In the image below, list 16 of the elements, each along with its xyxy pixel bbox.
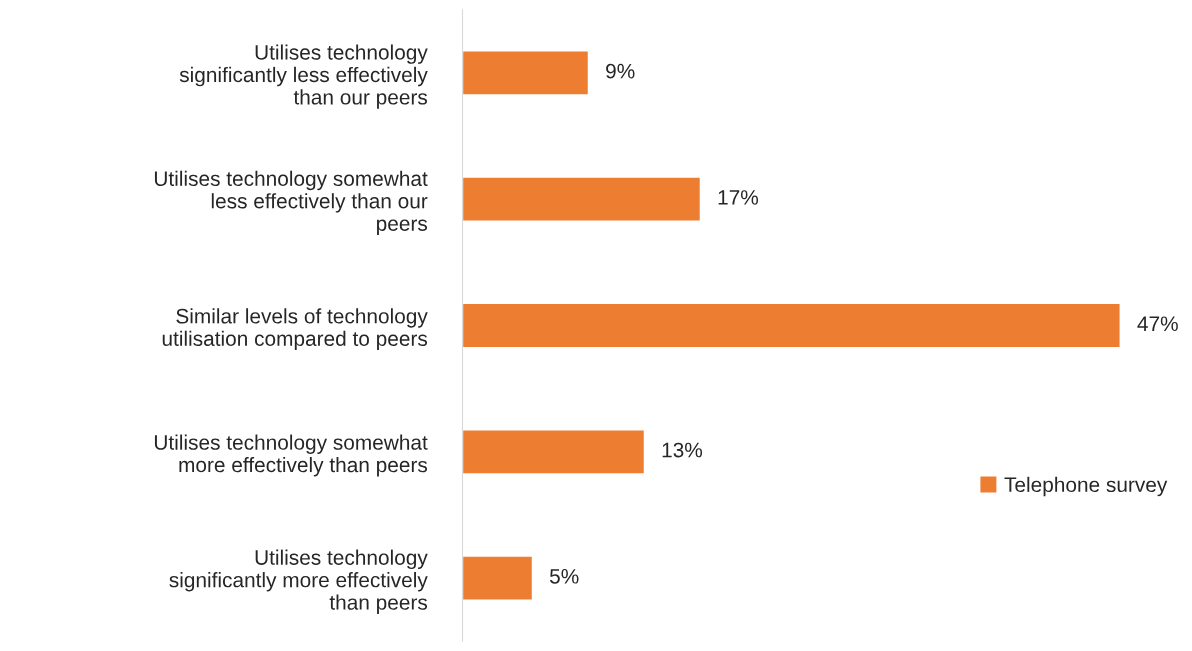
y-tick-label: Utilises technology significantly more effectively than peers [169, 549, 428, 614]
y-tick-label: Similar levels of technology utilisation compared to peers [162, 308, 428, 351]
legend-label: Telephone survey [1004, 476, 1168, 497]
data-label: 17% [718, 190, 759, 205]
bar [462, 176, 702, 223]
bar [462, 428, 646, 475]
data-label: 9% [606, 63, 635, 79]
y-tick-label: Utilises technology somewhat more effectively than peers [154, 434, 428, 477]
bar [462, 555, 534, 601]
y-tick-label: Utilises technology significantly less effectively than our peers [179, 44, 428, 109]
bar [462, 302, 1121, 349]
data-label: 47% [1137, 316, 1178, 332]
y-tick-label: Utilises technology somewhat less effectively than our peers [154, 170, 428, 236]
data-label: 5% [549, 569, 579, 584]
data-label: 13% [662, 442, 703, 458]
bar [462, 50, 590, 96]
